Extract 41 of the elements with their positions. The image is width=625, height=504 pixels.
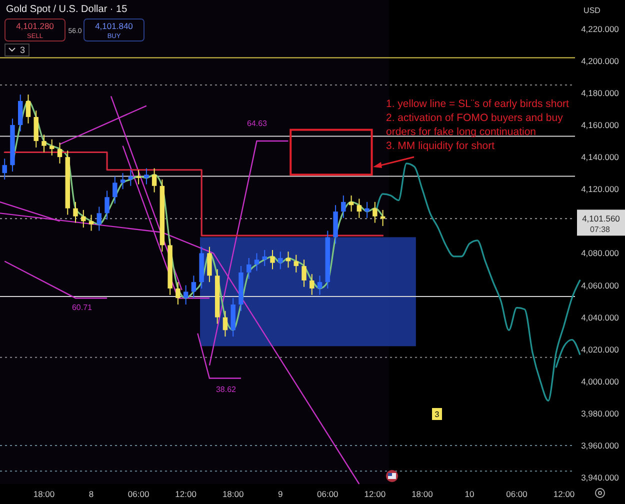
y-tick-label: 4,140.000 [581,152,620,162]
text: 07:38 [590,225,611,234]
chart-title: Gold Spot / U.S. Dollar · 15 [6,4,128,15]
x-tick-label: 12:00 [553,489,575,499]
annotation: 3 [434,410,440,419]
y-tick-label: 4,120.000 [581,184,620,194]
x-tick-label: 18:00 [33,489,55,499]
x-tick-label: 8 [88,489,94,499]
annotation: orders for fake long continuation [386,126,536,138]
x-tick-label: 18:00 [412,489,434,499]
annotation: 4,101.840 [95,21,134,31]
annotation: 3 [20,45,26,55]
y-tick-label: 3,980.000 [581,408,620,418]
ref-line-label: 4,101.560 [582,214,620,224]
y-tick-label: 4,060.000 [581,280,620,290]
y-tick-label: 4,200.000 [581,56,620,66]
text: USD [584,6,601,15]
annotation: 1. yellow line = SL¨s of early birds short [386,98,570,110]
annotation: 2. activation of FOMO buyers and buy [386,112,564,124]
y-tick-label: 4,080.000 [581,248,620,258]
x-tick-label: 06:00 [317,489,339,499]
x-tick-label: 10 [464,489,474,499]
annotation: 4,101.280 [16,21,54,31]
y-tick-label: 4,160.000 [581,120,620,130]
annotation: 60.71 [72,303,93,312]
x-tick-label: 9 [278,489,284,499]
annotation: 3. MM liquidity for short [386,140,495,152]
y-tick-label: 4,040.000 [581,312,620,322]
x-tick-label: 06:00 [506,489,528,499]
y-tick-label: 4,180.000 [581,88,620,98]
y-tick-label: 3,940.000 [581,472,620,483]
annotation: 38.62 [216,385,237,394]
x-tick-label: 12:00 [364,489,386,499]
x-tick-label: 18:00 [222,489,244,499]
y-tick-label: 3,960.000 [581,440,620,451]
y-tick-label: 4,000.000 [581,376,620,386]
x-tick-label: 12:00 [175,489,197,499]
y-tick-label: 4,020.000 [581,344,620,354]
x-tick-label: 06:00 [128,489,150,499]
annotation: 64.63 [246,119,268,128]
y-tick-label: 4,220.000 [581,24,620,34]
